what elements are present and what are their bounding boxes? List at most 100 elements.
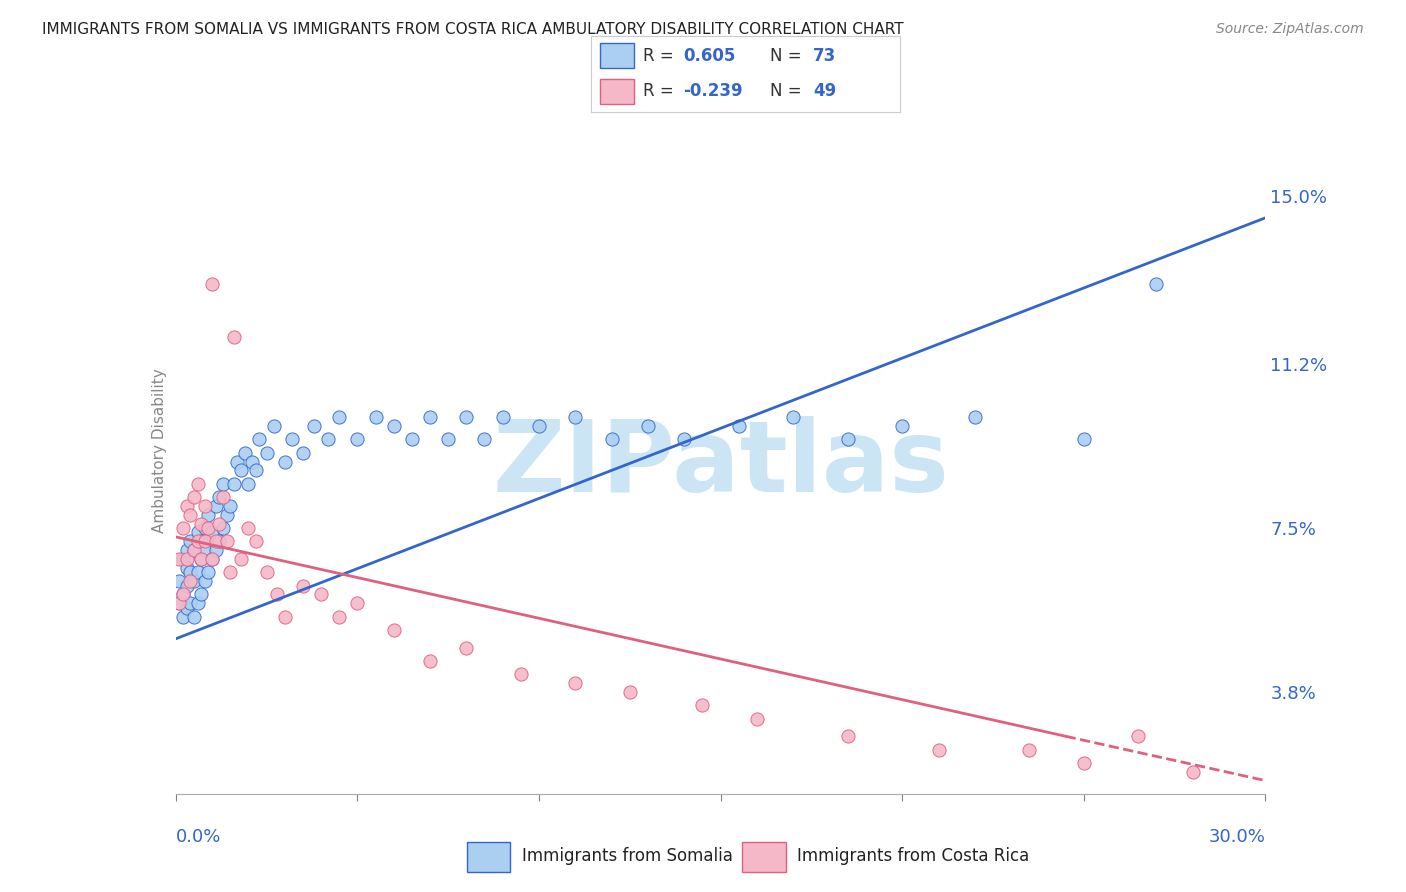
Text: 30.0%: 30.0% <box>1209 828 1265 847</box>
Text: 0.605: 0.605 <box>683 47 735 65</box>
Point <box>1146 277 1168 292</box>
Text: N =: N = <box>770 47 807 65</box>
Text: N =: N = <box>770 82 807 100</box>
Point <box>226 454 249 468</box>
Text: 0.0%: 0.0% <box>176 828 221 847</box>
FancyBboxPatch shape <box>600 44 634 69</box>
Point <box>197 566 219 580</box>
Point <box>219 566 242 580</box>
Point <box>238 521 260 535</box>
Text: R =: R = <box>643 82 679 100</box>
Point <box>419 410 441 425</box>
Point <box>692 698 714 713</box>
Text: Immigrants from Somalia: Immigrants from Somalia <box>522 847 733 865</box>
Point <box>256 566 278 580</box>
Point <box>204 543 226 558</box>
Point <box>208 534 231 549</box>
Point <box>172 587 194 601</box>
Point <box>928 742 950 756</box>
Point <box>564 410 586 425</box>
Point <box>240 454 263 468</box>
Point <box>176 600 198 615</box>
Point <box>172 587 194 601</box>
Point <box>201 552 224 566</box>
Point <box>186 534 209 549</box>
Point <box>186 525 209 540</box>
Point <box>176 579 198 593</box>
Point <box>247 433 270 447</box>
Point <box>437 433 460 447</box>
Point <box>215 534 238 549</box>
Point <box>179 566 201 580</box>
Point <box>309 587 332 601</box>
Point <box>212 521 235 535</box>
Point <box>745 712 768 726</box>
Point <box>891 419 914 434</box>
Text: IMMIGRANTS FROM SOMALIA VS IMMIGRANTS FROM COSTA RICA AMBULATORY DISABILITY CORR: IMMIGRANTS FROM SOMALIA VS IMMIGRANTS FR… <box>42 22 904 37</box>
Point <box>183 543 205 558</box>
Text: 49: 49 <box>813 82 837 100</box>
Point <box>197 508 219 522</box>
Y-axis label: Ambulatory Disability: Ambulatory Disability <box>152 368 167 533</box>
Point <box>474 433 496 447</box>
Point <box>176 543 198 558</box>
Point <box>212 490 235 504</box>
Point <box>222 476 245 491</box>
Point <box>212 476 235 491</box>
Point <box>208 490 231 504</box>
Point <box>169 596 191 610</box>
FancyBboxPatch shape <box>742 842 786 872</box>
Point <box>222 330 245 344</box>
Point <box>190 534 212 549</box>
Point <box>727 419 749 434</box>
Point <box>176 499 198 513</box>
Point <box>219 499 242 513</box>
Point <box>169 574 191 589</box>
Point <box>194 499 217 513</box>
Point <box>190 516 212 531</box>
Point <box>172 552 194 566</box>
Point <box>263 419 285 434</box>
Point <box>186 596 209 610</box>
Point <box>183 543 205 558</box>
Point <box>169 552 191 566</box>
Point <box>194 543 217 558</box>
Point <box>346 596 368 610</box>
Point <box>231 463 253 477</box>
Point <box>179 508 201 522</box>
Point <box>194 521 217 535</box>
Point <box>215 508 238 522</box>
Point <box>231 552 253 566</box>
Point <box>179 596 201 610</box>
Point <box>190 587 212 601</box>
Point <box>186 566 209 580</box>
Point <box>183 574 205 589</box>
Point <box>208 516 231 531</box>
Point <box>837 729 859 743</box>
Point <box>1018 742 1040 756</box>
Point <box>382 623 405 637</box>
Point <box>204 499 226 513</box>
Text: -0.239: -0.239 <box>683 82 742 100</box>
Point <box>291 579 314 593</box>
Point <box>176 561 198 575</box>
Point <box>245 534 267 549</box>
Point <box>364 410 387 425</box>
Point <box>190 552 212 566</box>
Point <box>328 410 350 425</box>
Point <box>291 445 314 459</box>
Point <box>1181 764 1204 779</box>
Point <box>837 433 859 447</box>
Text: Source: ZipAtlas.com: Source: ZipAtlas.com <box>1216 22 1364 37</box>
Point <box>190 552 212 566</box>
Point <box>346 433 368 447</box>
Point <box>1073 756 1095 770</box>
Text: Immigrants from Costa Rica: Immigrants from Costa Rica <box>797 847 1029 865</box>
Point <box>637 419 659 434</box>
Point <box>492 410 515 425</box>
Point <box>172 609 194 624</box>
Point <box>274 609 297 624</box>
Text: R =: R = <box>643 47 679 65</box>
Point <box>963 410 986 425</box>
Point <box>266 587 288 601</box>
